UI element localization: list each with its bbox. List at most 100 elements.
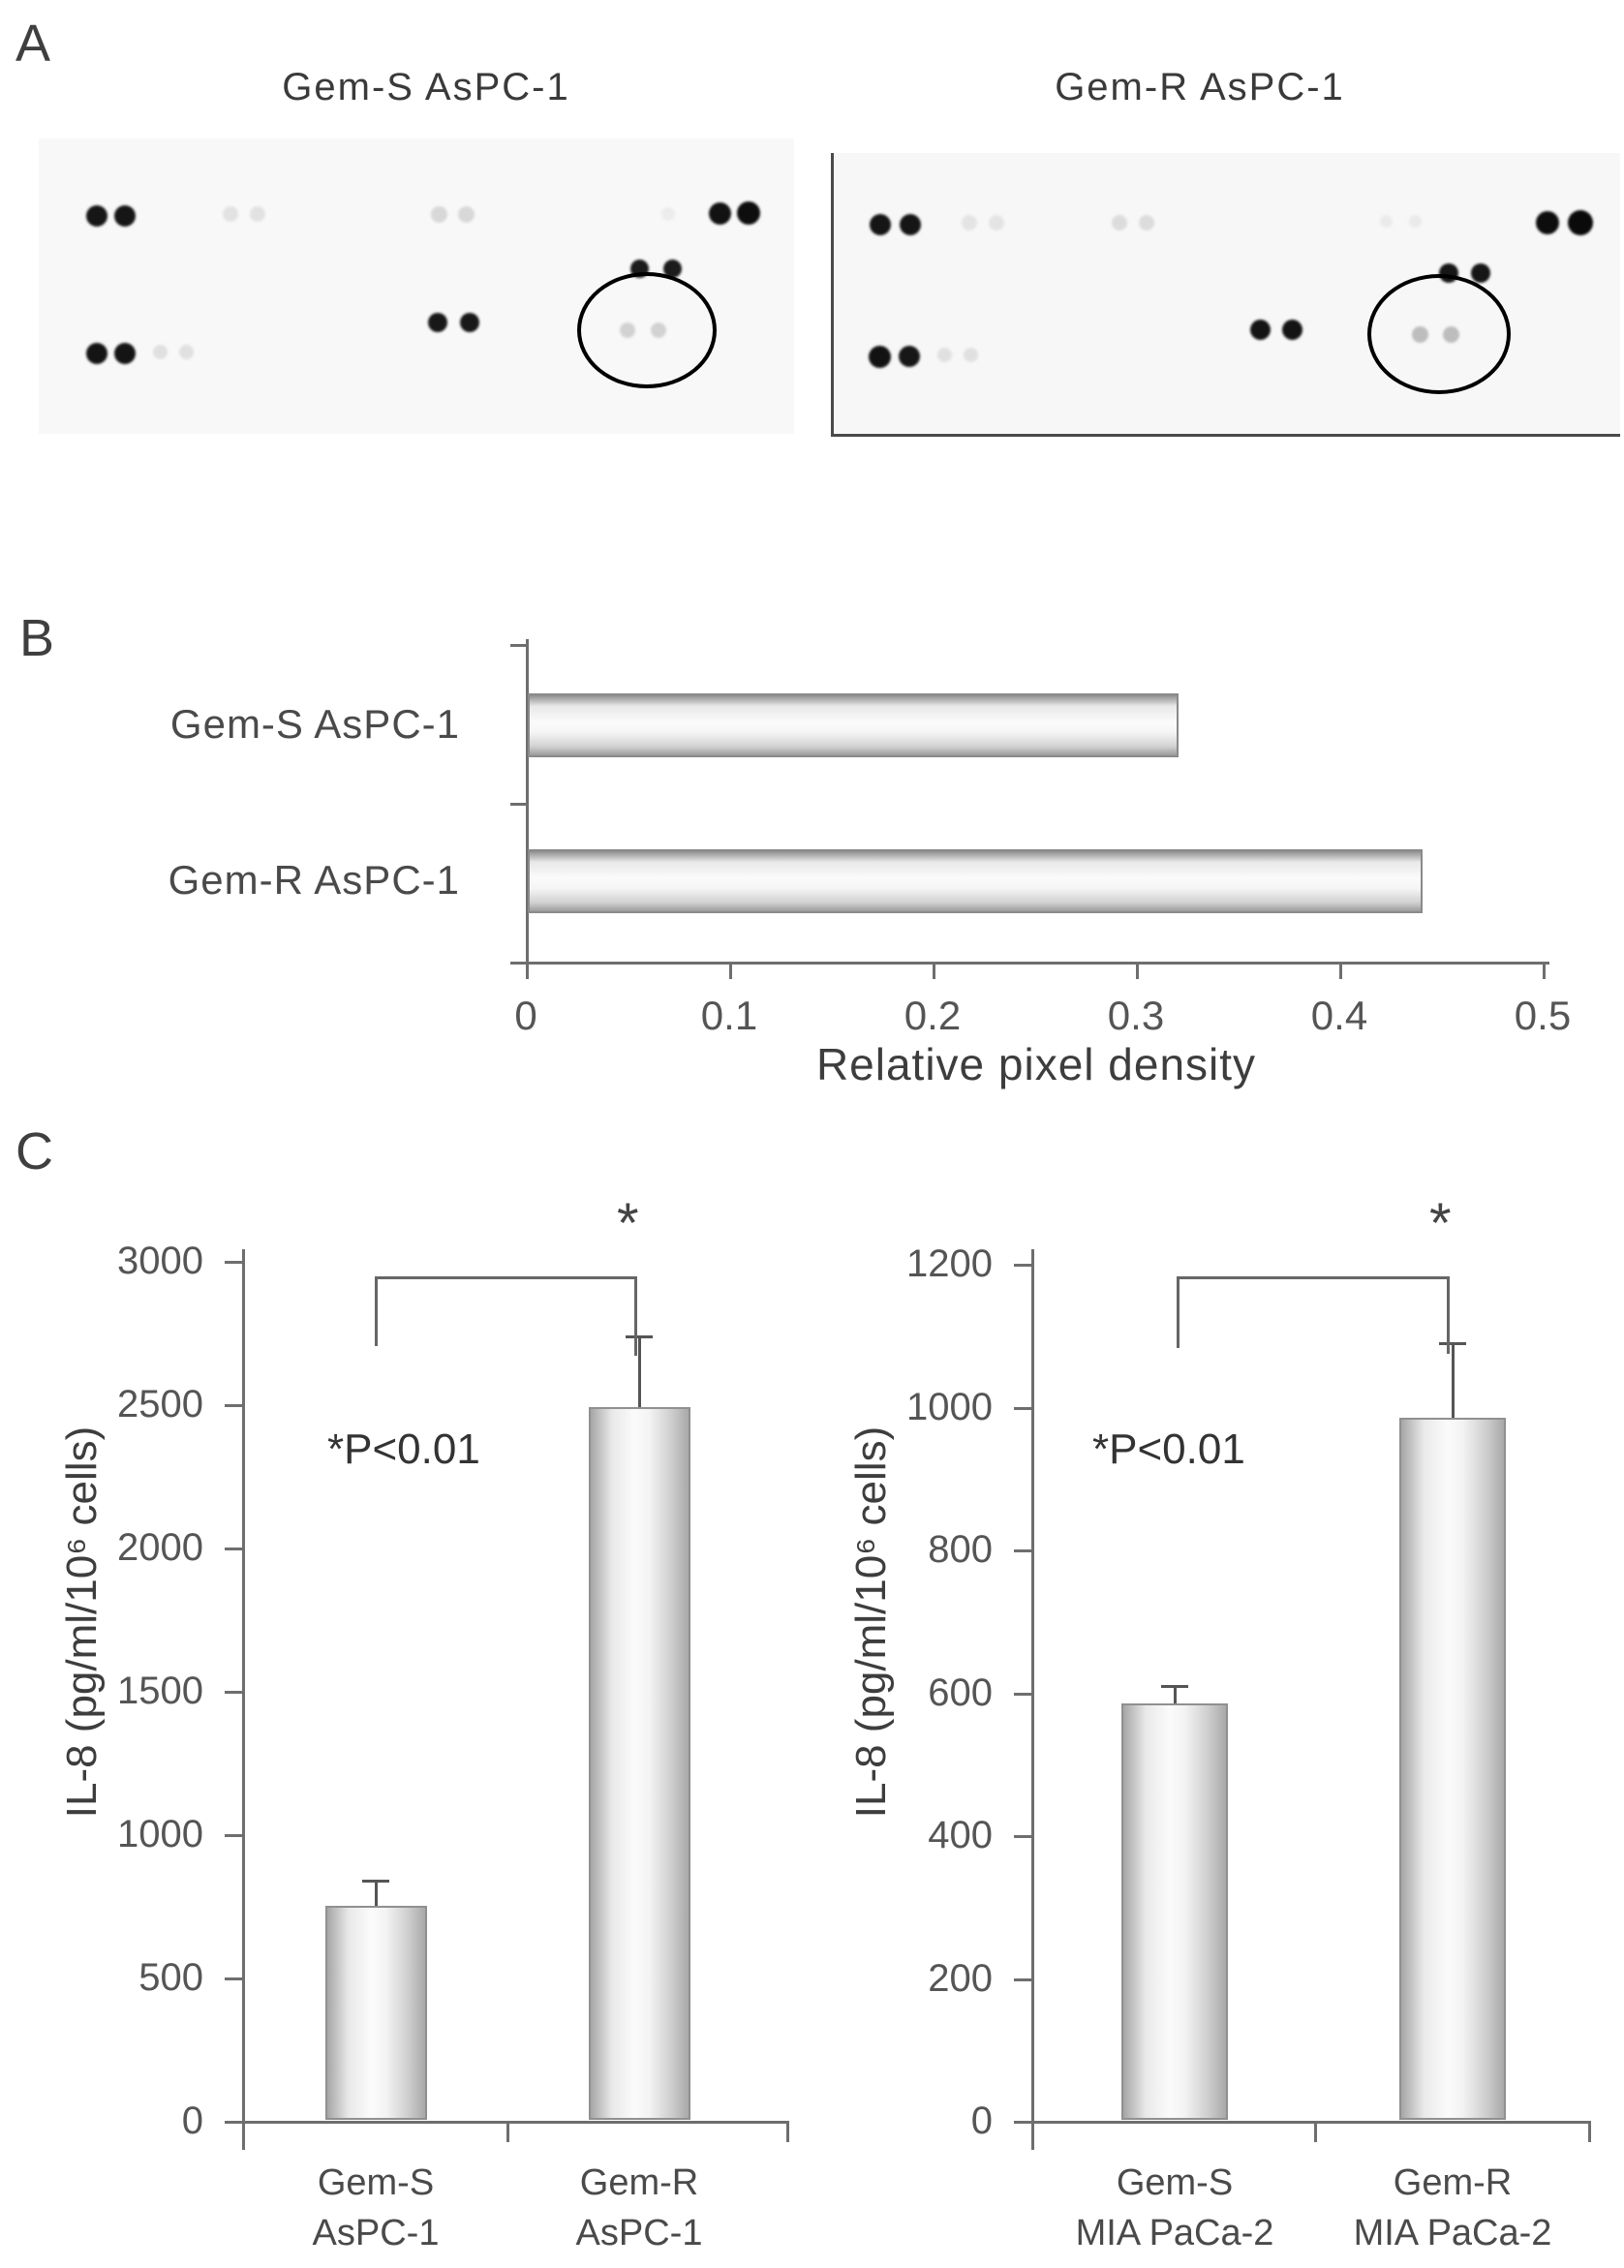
category-label-line: Gem-S bbox=[1116, 2162, 1234, 2203]
panel-c-letter: C bbox=[15, 1122, 53, 1180]
category-label-line: Gem-R bbox=[1393, 2162, 1513, 2203]
blot-dot bbox=[428, 313, 447, 332]
blot-title-gem-s: Gem-S AsPC-1 bbox=[282, 66, 570, 108]
pixel-density-bar bbox=[528, 849, 1423, 913]
y-axis-tick-label: 2000 bbox=[117, 1526, 203, 1569]
y-axis-tick-label: 2500 bbox=[117, 1383, 203, 1425]
significance-asterisk: * bbox=[1429, 1192, 1452, 1255]
y-axis-tick-label: 200 bbox=[928, 1956, 993, 2000]
blot-dot bbox=[86, 205, 107, 227]
y-axis-tick-label: 1200 bbox=[906, 1242, 993, 1285]
blot-dot bbox=[870, 214, 891, 235]
y-axis-tick bbox=[225, 2121, 242, 2124]
error-bar-stem bbox=[375, 1880, 378, 1906]
error-bar-cap bbox=[1161, 1685, 1188, 1689]
p-value-annotation: *P<0.01 bbox=[1092, 1425, 1245, 1473]
y-axis-tick bbox=[1014, 1692, 1031, 1696]
blot-dot bbox=[708, 201, 731, 225]
blot-dot bbox=[430, 205, 447, 223]
blot-dot bbox=[223, 206, 238, 222]
significance-asterisk: * bbox=[617, 1192, 639, 1255]
chart-b-x-axis-title: Relative pixel density bbox=[815, 1039, 1257, 1089]
error-bar-cap bbox=[626, 1334, 653, 1338]
x-axis-tick-label: 0.3 bbox=[1107, 993, 1165, 1038]
blot-dot bbox=[1408, 214, 1422, 228]
sig-bracket-top bbox=[375, 1276, 637, 1279]
y-axis-line bbox=[1031, 1249, 1034, 2150]
y-axis-tick-label: 400 bbox=[928, 1814, 993, 1856]
blot-dot bbox=[1112, 215, 1127, 230]
category-label-line: AsPC-1 bbox=[575, 2213, 703, 2253]
blot-title-gem-r: Gem-R AsPC-1 bbox=[1055, 66, 1345, 108]
blot-dot bbox=[114, 343, 136, 364]
dot-blot-membrane bbox=[39, 138, 794, 434]
category-label: Gem-S MIA PaCa-2 bbox=[1029, 2158, 1320, 2258]
blot-dot bbox=[661, 207, 675, 221]
y-axis-line bbox=[242, 1249, 245, 2150]
x-axis-tick bbox=[1314, 2121, 1317, 2142]
category-label: Gem-R MIA PaCa-2 bbox=[1307, 2158, 1598, 2258]
blot-dot bbox=[178, 344, 194, 359]
il8-bar bbox=[324, 1906, 427, 2120]
x-axis-tick bbox=[506, 2121, 509, 2142]
il8-bar bbox=[588, 1406, 690, 2120]
y-axis-tick bbox=[225, 1548, 242, 1550]
y-axis-tick-label: 3000 bbox=[117, 1240, 203, 1282]
p-value-annotation: *P<0.01 bbox=[327, 1425, 480, 1473]
blot-dot bbox=[868, 345, 891, 368]
y-axis-title: IL-8 (pg/ml/10⁶ cells) bbox=[58, 1425, 106, 1819]
y-axis-title: IL-8 (pg/ml/10⁶ cells) bbox=[847, 1425, 895, 1819]
category-label: Gem-R AsPC-1 bbox=[168, 857, 460, 903]
y-axis-tick bbox=[1014, 1977, 1031, 1981]
y-axis-tick bbox=[225, 1834, 242, 1837]
y-axis-tick bbox=[1014, 1549, 1031, 1552]
y-axis-tick bbox=[1014, 2121, 1031, 2124]
x-axis-tick bbox=[1588, 2121, 1591, 2142]
y-axis-tick bbox=[225, 1261, 242, 1264]
y-axis-tick-label: 0 bbox=[181, 2099, 203, 2142]
blot-dot bbox=[963, 347, 978, 362]
il8-bar bbox=[1399, 1417, 1506, 2120]
error-bar-stem bbox=[1174, 1685, 1177, 1703]
y-axis-tick-label: 1000 bbox=[117, 1813, 203, 1855]
y-axis-tick bbox=[1014, 1835, 1031, 1838]
x-axis-tick bbox=[786, 2121, 789, 2142]
blot-dot bbox=[662, 259, 682, 278]
blot-dot bbox=[1379, 214, 1393, 228]
category-label: Gem-S AsPC-1 bbox=[230, 2158, 521, 2258]
x-axis-tick bbox=[1543, 962, 1546, 979]
sig-bracket-top bbox=[1177, 1276, 1450, 1279]
sig-bracket-right-leg bbox=[1447, 1276, 1450, 1354]
category-label-line: Gem-R bbox=[579, 2162, 699, 2203]
y-axis-tick-label: 800 bbox=[928, 1528, 993, 1571]
blot-dot bbox=[737, 201, 760, 225]
blot-dot bbox=[152, 344, 168, 359]
il8-bar bbox=[1121, 1702, 1228, 2120]
sig-bracket-left-leg bbox=[375, 1276, 378, 1346]
pixel-density-bar bbox=[528, 693, 1179, 757]
y-axis-tick bbox=[510, 803, 526, 806]
y-axis-tick-label: 1000 bbox=[906, 1385, 993, 1428]
blot-dot bbox=[457, 205, 475, 223]
y-axis-tick bbox=[225, 1404, 242, 1407]
error-bar-cap bbox=[1439, 1342, 1466, 1346]
blot-dot bbox=[460, 313, 479, 332]
y-axis-tick-label: 1500 bbox=[117, 1670, 203, 1712]
error-bar-stem bbox=[638, 1334, 641, 1407]
x-axis-tick bbox=[526, 962, 529, 979]
category-label-line: AsPC-1 bbox=[312, 2213, 440, 2253]
x-axis-tick-label: 0 bbox=[514, 993, 537, 1038]
blot-dot bbox=[1249, 319, 1271, 340]
y-axis-tick-label: 600 bbox=[928, 1670, 993, 1714]
sig-bracket-right-leg bbox=[634, 1276, 637, 1356]
x-axis-line bbox=[1026, 2121, 1588, 2124]
blot-dot bbox=[114, 205, 136, 227]
x-axis-tick bbox=[1136, 962, 1139, 979]
y-axis-line bbox=[526, 639, 529, 965]
error-bar-cap bbox=[362, 1880, 389, 1884]
x-axis-tick-label: 0.4 bbox=[1310, 993, 1368, 1038]
y-axis-tick bbox=[1014, 1406, 1031, 1410]
x-axis-tick-label: 0.5 bbox=[1514, 993, 1572, 1038]
blot-dot bbox=[899, 346, 920, 367]
dot-blot-membrane bbox=[831, 153, 1620, 437]
